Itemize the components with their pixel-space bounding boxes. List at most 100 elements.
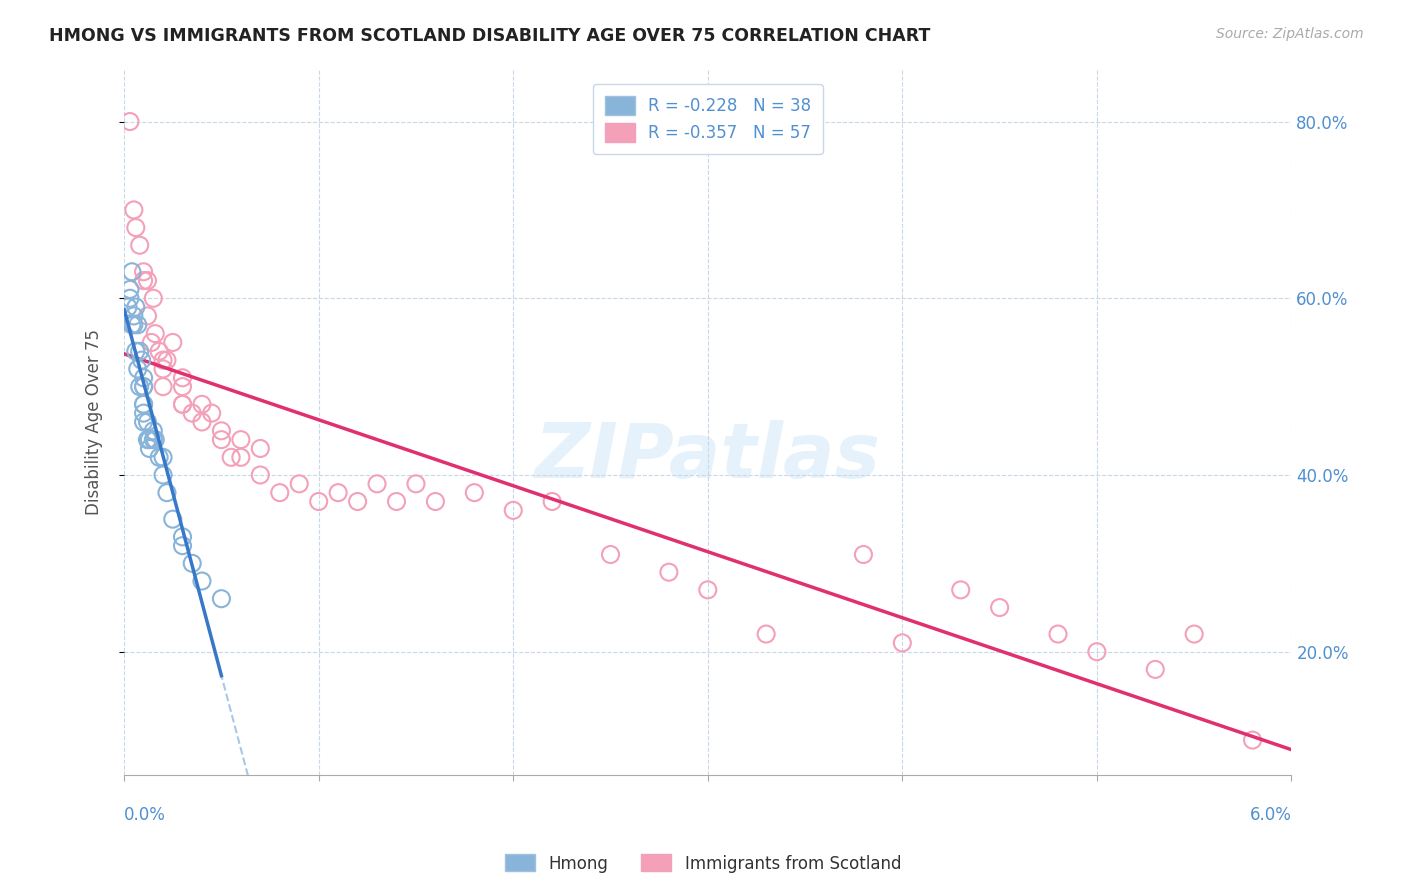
Point (269, 485, 291, 500)
Point (125, 220, 148, 235)
Point (132, 265, 155, 279)
Point (162, 512, 184, 526)
Point (181, 557, 204, 571)
Point (852, 548, 875, 562)
Point (156, 485, 179, 500)
Point (132, 371, 155, 385)
Point (122, 309, 145, 323)
Point (128, 379, 150, 393)
Point (132, 274, 155, 288)
Point (117, 300, 139, 314)
Point (172, 397, 194, 411)
Point (128, 344, 150, 359)
Point (127, 318, 149, 332)
Point (125, 344, 148, 359)
Point (127, 362, 149, 376)
Point (308, 494, 330, 508)
Point (132, 397, 155, 411)
Point (152, 379, 174, 393)
Point (366, 476, 388, 491)
Point (1182, 627, 1205, 641)
Point (1144, 662, 1167, 676)
Point (599, 548, 621, 562)
Legend: Hmong, Immigrants from Scotland: Hmong, Immigrants from Scotland (498, 847, 908, 880)
Text: HMONG VS IMMIGRANTS FROM SCOTLAND DISABILITY AGE OVER 75 CORRELATION CHART: HMONG VS IMMIGRANTS FROM SCOTLAND DISABI… (49, 27, 931, 45)
Point (136, 309, 159, 323)
Point (118, 114, 141, 128)
Point (249, 442, 271, 456)
Legend: R = -0.228   N = 38, R = -0.357   N = 57: R = -0.228 N = 38, R = -0.357 N = 57 (593, 84, 823, 154)
Point (131, 353, 153, 368)
Point (152, 353, 174, 368)
Point (132, 379, 155, 393)
Point (891, 636, 914, 650)
Point (172, 379, 194, 393)
Point (152, 450, 174, 465)
Point (136, 415, 159, 429)
Text: 0.0%: 0.0% (124, 806, 166, 824)
Point (755, 627, 778, 641)
Point (288, 476, 311, 491)
Point (122, 202, 145, 217)
Point (658, 565, 681, 579)
Point (132, 379, 155, 393)
Point (201, 406, 224, 420)
Point (148, 450, 170, 465)
Point (385, 494, 408, 508)
Point (138, 433, 160, 447)
Text: Source: ZipAtlas.com: Source: ZipAtlas.com (1216, 27, 1364, 41)
Point (191, 574, 214, 588)
Point (229, 433, 252, 447)
Point (132, 397, 155, 411)
Point (162, 335, 184, 350)
Point (152, 468, 174, 483)
Point (172, 371, 194, 385)
Point (143, 433, 166, 447)
Point (405, 476, 427, 491)
Point (425, 494, 447, 508)
Point (148, 344, 170, 359)
Point (132, 415, 155, 429)
Point (1241, 733, 1264, 747)
Point (121, 318, 143, 332)
Point (949, 582, 972, 597)
Text: 6.0%: 6.0% (1250, 806, 1292, 824)
Point (191, 397, 214, 411)
Point (156, 353, 179, 368)
Point (128, 238, 150, 252)
Point (122, 318, 145, 332)
Point (191, 415, 214, 429)
Point (152, 362, 174, 376)
Point (541, 494, 564, 508)
Point (132, 406, 155, 420)
Text: ZIPatlas: ZIPatlas (534, 420, 880, 494)
Point (142, 291, 165, 305)
Point (142, 424, 165, 438)
Point (346, 494, 368, 508)
Point (138, 442, 160, 456)
Point (172, 539, 194, 553)
Point (209, 433, 232, 447)
Point (229, 450, 252, 465)
Point (181, 406, 204, 420)
Point (142, 433, 165, 447)
Point (988, 600, 1011, 615)
Point (249, 468, 271, 483)
Point (1085, 645, 1108, 659)
Point (209, 424, 232, 438)
Point (463, 485, 485, 500)
Point (143, 326, 166, 341)
Point (328, 485, 350, 500)
Point (172, 530, 194, 544)
Point (136, 274, 159, 288)
Point (172, 397, 194, 411)
Point (121, 265, 143, 279)
Point (118, 291, 141, 305)
Point (696, 582, 718, 597)
Point (141, 335, 163, 350)
Point (502, 503, 524, 517)
Point (118, 282, 141, 296)
Point (209, 591, 232, 606)
Point (125, 300, 148, 314)
Y-axis label: Disability Age Over 75: Disability Age Over 75 (86, 329, 103, 515)
